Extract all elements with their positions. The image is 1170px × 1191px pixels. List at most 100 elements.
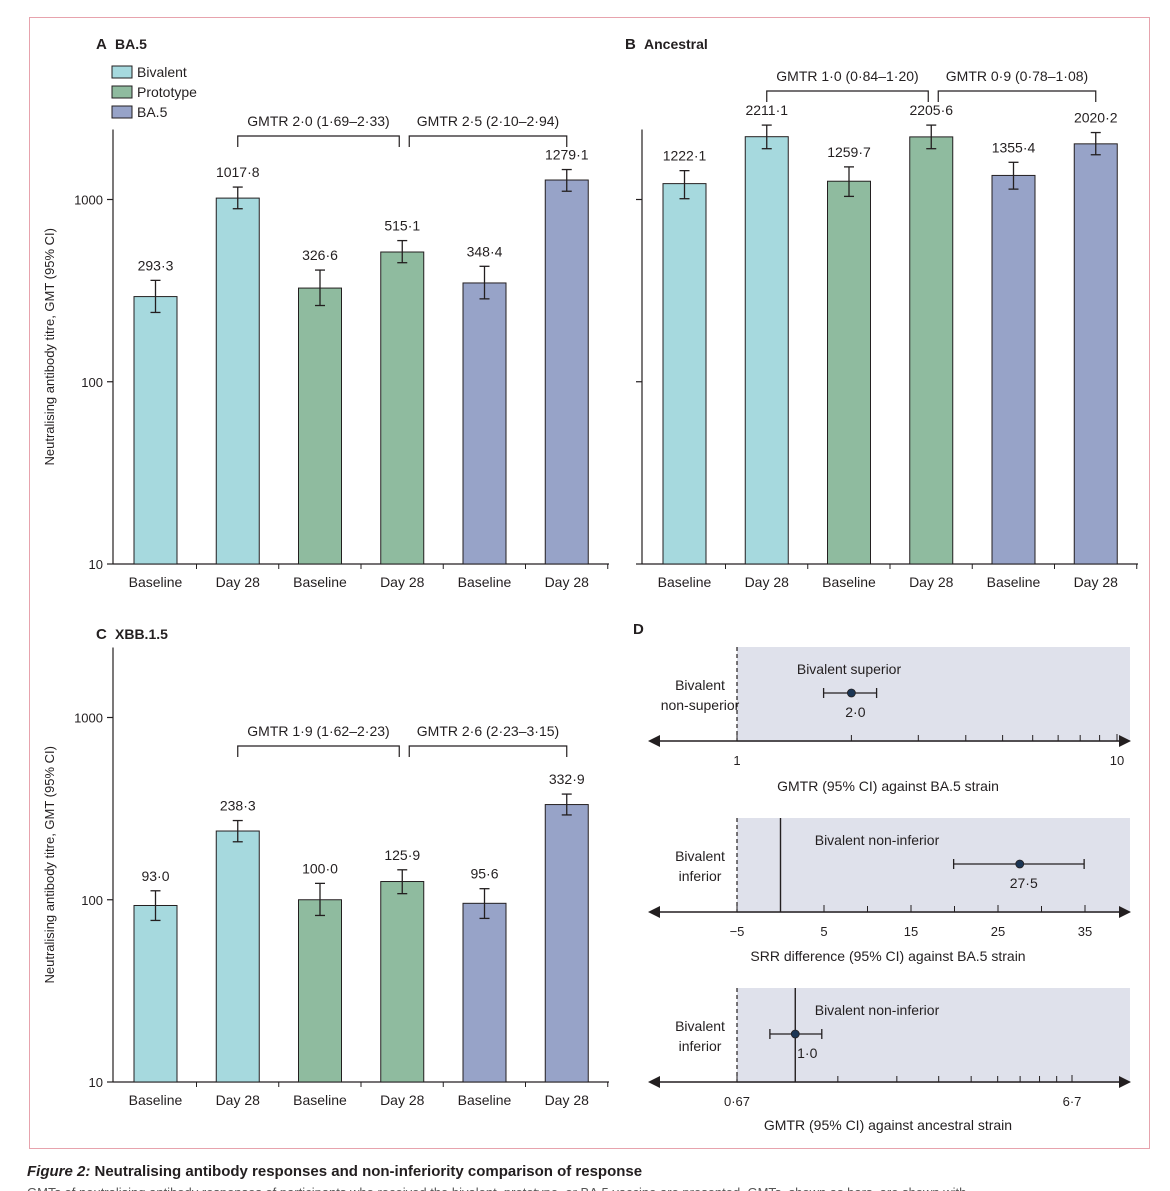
forest-left-label: inferior bbox=[679, 1038, 722, 1054]
data-label: 1259·7 bbox=[827, 144, 871, 160]
axis-arrow-right bbox=[1119, 735, 1131, 747]
bar bbox=[298, 899, 342, 1083]
gmtr-bracket bbox=[237, 135, 400, 147]
y-tick-label: 100 bbox=[81, 375, 103, 390]
gmtr-label: GMTR 2·6 (2·23–3·15) bbox=[417, 723, 559, 739]
axis-arrow-left bbox=[648, 906, 660, 918]
bar bbox=[909, 136, 954, 565]
gmtr-bracket bbox=[237, 745, 400, 757]
data-label: 348·4 bbox=[467, 243, 503, 259]
legend-label: BA.5 bbox=[137, 104, 168, 120]
x-tick-label: Day 28 bbox=[1074, 574, 1119, 590]
forest-tick-label: 15 bbox=[904, 924, 918, 939]
bar bbox=[662, 183, 707, 565]
x-tick-label: Baseline bbox=[658, 574, 712, 590]
data-label: 1017·8 bbox=[216, 164, 260, 180]
bar bbox=[462, 902, 507, 1083]
forest-right-label: Bivalent superior bbox=[797, 661, 902, 677]
forest-left-label: inferior bbox=[679, 868, 722, 884]
panel-letter: B bbox=[625, 36, 636, 53]
forest-tick-label: 6·7 bbox=[1063, 1094, 1082, 1109]
gmtr-label: GMTR 2·5 (2·10–2·94) bbox=[417, 113, 559, 129]
x-tick-label: Baseline bbox=[293, 1092, 347, 1108]
panel-letter: A bbox=[96, 36, 107, 53]
data-label: 95·6 bbox=[470, 866, 498, 882]
forest-left-label: non-superior bbox=[661, 697, 740, 713]
x-tick-label: Day 28 bbox=[545, 1092, 590, 1108]
forest-axis-label: GMTR (95% CI) against BA.5 strain bbox=[777, 778, 999, 794]
data-label: 293·3 bbox=[138, 257, 174, 273]
y-tick-label: 10 bbox=[89, 1075, 103, 1090]
data-label: 1279·1 bbox=[545, 147, 589, 163]
y-axis-label: Neutralising antibody titre, GMT (95% CI… bbox=[42, 746, 57, 983]
bar bbox=[462, 282, 507, 565]
forest-axis-label: GMTR (95% CI) against ancestral strain bbox=[764, 1117, 1012, 1133]
bar bbox=[380, 881, 425, 1083]
point-estimate bbox=[790, 1029, 800, 1039]
point-estimate bbox=[1015, 859, 1025, 869]
data-label: 326·6 bbox=[302, 247, 338, 263]
forest-tick-label: 5 bbox=[820, 924, 827, 939]
legend-label: Prototype bbox=[137, 84, 197, 100]
legend-swatch bbox=[111, 85, 133, 99]
data-label: 238·3 bbox=[220, 798, 256, 814]
gmtr-label: GMTR 1·9 (1·62–2·23) bbox=[247, 723, 389, 739]
bar bbox=[298, 287, 342, 565]
figure-caption: Figure 2: Neutralising antibody response… bbox=[27, 1163, 642, 1180]
x-tick-label: Day 28 bbox=[545, 574, 590, 590]
x-tick-label: Baseline bbox=[129, 574, 183, 590]
x-tick-label: Day 28 bbox=[909, 574, 954, 590]
data-label: 93·0 bbox=[141, 868, 169, 884]
forest-left-label: Bivalent bbox=[675, 677, 725, 693]
gmtr-bracket bbox=[937, 90, 1097, 102]
forest-tick-label: 35 bbox=[1078, 924, 1092, 939]
x-tick-label: Day 28 bbox=[216, 574, 261, 590]
forest-left-label: Bivalent bbox=[675, 1018, 725, 1034]
bar bbox=[544, 179, 589, 565]
superiority-region bbox=[737, 818, 1130, 913]
legend-swatch bbox=[111, 65, 133, 79]
panel-letter: D bbox=[633, 621, 644, 638]
x-tick-label: Baseline bbox=[822, 574, 876, 590]
point-label: 27·5 bbox=[1010, 875, 1038, 891]
forest-tick-label: 0·67 bbox=[724, 1094, 750, 1109]
forest-tick-label: 25 bbox=[991, 924, 1005, 939]
data-label: 100·0 bbox=[302, 860, 338, 876]
gmtr-bracket bbox=[408, 745, 568, 757]
forest-tick-label: 1 bbox=[733, 753, 740, 768]
gmtr-label: GMTR 0·9 (0·78–1·08) bbox=[946, 68, 1088, 84]
bar bbox=[544, 804, 589, 1083]
x-tick-label: Baseline bbox=[458, 574, 512, 590]
bar bbox=[744, 136, 789, 565]
gmtr-label: GMTR 2·0 (1·69–2·33) bbox=[247, 113, 389, 129]
caption-body: GMTs of neutralising antibody responses … bbox=[27, 1185, 1147, 1191]
panel-title: XBB.1.5 bbox=[115, 626, 168, 642]
bar bbox=[215, 197, 260, 565]
bar bbox=[991, 174, 1036, 565]
forest-right-label: Bivalent non-inferior bbox=[815, 832, 940, 848]
point-label: 2·0 bbox=[845, 704, 865, 720]
legend-swatch bbox=[111, 105, 133, 119]
gmtr-label: GMTR 1·0 (0·84–1·20) bbox=[776, 68, 918, 84]
bar bbox=[827, 180, 871, 565]
figure-frame bbox=[29, 17, 1150, 1149]
y-tick-label: 10 bbox=[89, 557, 103, 572]
y-axis-label: Neutralising antibody titre, GMT (95% CI… bbox=[42, 228, 57, 465]
x-tick-label: Baseline bbox=[987, 574, 1041, 590]
y-tick-label: 1000 bbox=[74, 711, 103, 726]
gmtr-bracket bbox=[408, 135, 568, 147]
forest-tick-label: −5 bbox=[730, 924, 745, 939]
x-tick-label: Day 28 bbox=[380, 574, 425, 590]
axis-arrow-left bbox=[648, 735, 660, 747]
data-label: 2211·1 bbox=[745, 102, 788, 118]
y-tick-label: 100 bbox=[81, 893, 103, 908]
bar bbox=[380, 251, 425, 565]
point-label: 1·0 bbox=[797, 1045, 817, 1061]
axis-arrow-right bbox=[1119, 906, 1131, 918]
gmtr-bracket bbox=[766, 90, 929, 102]
bar bbox=[133, 904, 178, 1083]
panel-title: BA.5 bbox=[115, 36, 147, 52]
axis-arrow-left bbox=[648, 1076, 660, 1088]
data-label: 515·1 bbox=[384, 218, 420, 234]
